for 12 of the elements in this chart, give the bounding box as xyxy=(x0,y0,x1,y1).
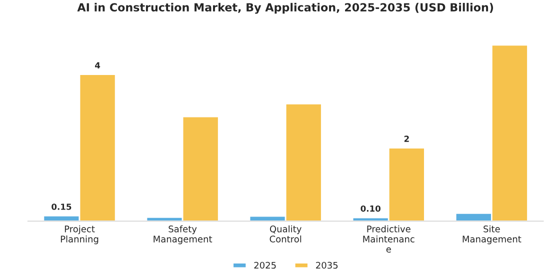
legend-label: 2035 xyxy=(316,262,338,269)
data-label: 0.15 xyxy=(52,204,72,210)
x-tick-label: Project Planning xyxy=(60,225,98,244)
chart-title: AI in Construction Market, By Application, 2025-2035 (USD Billion) xyxy=(77,2,494,14)
x-tick-label: Site Management xyxy=(462,225,522,244)
x-tick-label: Predictive Maintenanc e xyxy=(363,225,414,253)
x-tick-label: Safety Management xyxy=(154,225,212,244)
data-label: 2 xyxy=(404,136,409,142)
data-label: 0.10 xyxy=(360,205,380,212)
legend-label: 2025 xyxy=(254,262,276,269)
data-label: 4 xyxy=(95,62,100,68)
x-tick-label: Quality Control xyxy=(270,225,302,242)
